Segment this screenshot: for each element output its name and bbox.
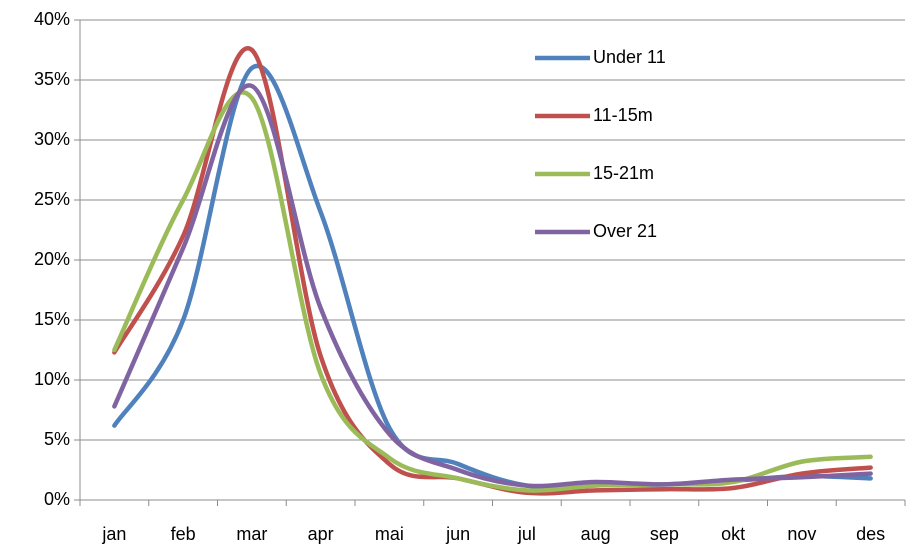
- y-tick-label: 35%: [34, 69, 70, 89]
- y-tick-label: 30%: [34, 129, 70, 149]
- legend-label: 11-15m: [593, 105, 653, 125]
- x-tick-label: jun: [445, 524, 470, 544]
- x-tick-label: apr: [308, 524, 334, 544]
- x-tick-label: nov: [787, 524, 816, 544]
- x-tick-label: mai: [375, 524, 404, 544]
- y-tick-label: 40%: [34, 9, 70, 29]
- x-tick-label: aug: [581, 524, 611, 544]
- x-tick-label: mar: [236, 524, 267, 544]
- x-tick-label: sep: [650, 524, 679, 544]
- y-tick-label: 20%: [34, 249, 70, 269]
- y-tick-label: 25%: [34, 189, 70, 209]
- y-tick-label: 5%: [44, 429, 70, 449]
- series-line: [112, 90, 873, 493]
- series-line: [112, 63, 873, 490]
- x-tick-label: des: [856, 524, 885, 544]
- legend-label: 15-21m: [593, 163, 654, 183]
- x-tick-label: jul: [517, 524, 536, 544]
- y-tick-label: 15%: [34, 309, 70, 329]
- legend-label: Over 21: [593, 221, 657, 241]
- series-line: [112, 45, 873, 496]
- legend-label: Under 11: [593, 47, 666, 67]
- y-tick-label: 10%: [34, 369, 70, 389]
- x-tick-label: jan: [101, 524, 126, 544]
- x-tick-label: feb: [171, 524, 196, 544]
- x-tick-label: okt: [721, 524, 745, 544]
- series-line: [112, 83, 873, 489]
- y-tick-label: 0%: [44, 489, 70, 509]
